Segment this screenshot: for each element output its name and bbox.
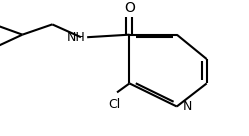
Text: Cl: Cl [108, 98, 121, 111]
Text: O: O [124, 1, 135, 15]
Text: NH: NH [67, 31, 86, 44]
Text: N: N [183, 100, 192, 113]
